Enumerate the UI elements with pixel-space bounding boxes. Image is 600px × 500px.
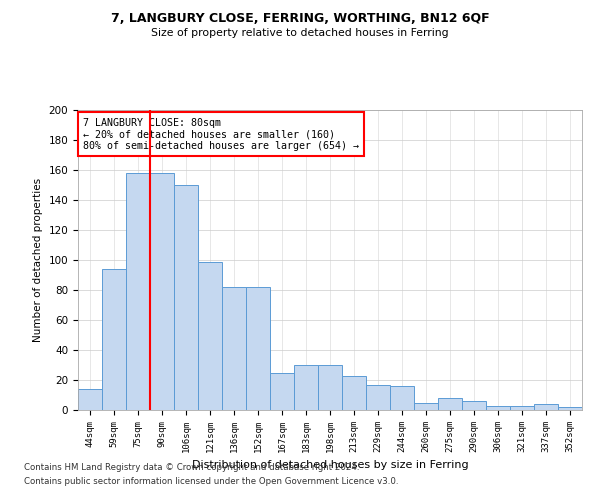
X-axis label: Distribution of detached houses by size in Ferring: Distribution of detached houses by size … <box>191 460 469 470</box>
Bar <box>102 269 126 410</box>
Bar <box>318 365 342 410</box>
Y-axis label: Number of detached properties: Number of detached properties <box>33 178 43 342</box>
Bar <box>246 287 270 410</box>
Bar <box>390 386 414 410</box>
Bar <box>198 262 222 410</box>
Bar <box>438 398 462 410</box>
Bar <box>126 173 150 410</box>
Bar <box>174 185 198 410</box>
Bar <box>510 406 534 410</box>
Text: Size of property relative to detached houses in Ferring: Size of property relative to detached ho… <box>151 28 449 38</box>
Bar <box>534 404 558 410</box>
Bar <box>270 372 294 410</box>
Text: 7, LANGBURY CLOSE, FERRING, WORTHING, BN12 6QF: 7, LANGBURY CLOSE, FERRING, WORTHING, BN… <box>110 12 490 26</box>
Bar <box>78 389 102 410</box>
Bar <box>294 365 318 410</box>
Bar <box>222 287 246 410</box>
Bar <box>366 384 390 410</box>
Bar <box>150 173 174 410</box>
Bar <box>558 407 582 410</box>
Bar <box>486 406 510 410</box>
Bar <box>414 402 438 410</box>
Bar <box>342 376 366 410</box>
Bar <box>462 401 486 410</box>
Text: Contains HM Land Registry data © Crown copyright and database right 2024.: Contains HM Land Registry data © Crown c… <box>24 464 359 472</box>
Text: Contains public sector information licensed under the Open Government Licence v3: Contains public sector information licen… <box>24 477 398 486</box>
Text: 7 LANGBURY CLOSE: 80sqm
← 20% of detached houses are smaller (160)
80% of semi-d: 7 LANGBURY CLOSE: 80sqm ← 20% of detache… <box>83 118 359 150</box>
